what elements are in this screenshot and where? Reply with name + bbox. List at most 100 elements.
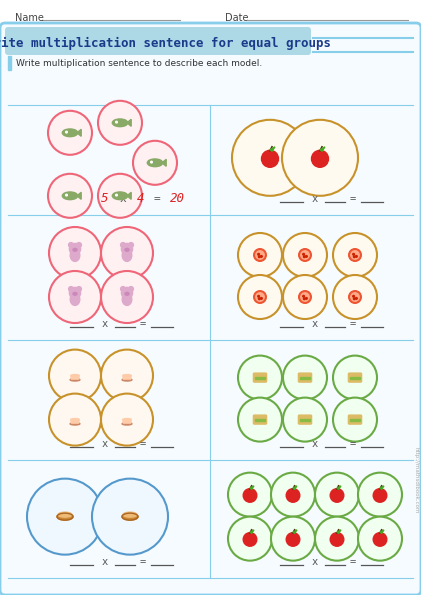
FancyBboxPatch shape bbox=[0, 23, 421, 595]
Circle shape bbox=[228, 472, 272, 516]
Circle shape bbox=[120, 287, 125, 292]
FancyBboxPatch shape bbox=[298, 373, 312, 382]
Bar bbox=[350, 377, 360, 378]
Circle shape bbox=[306, 256, 307, 257]
Circle shape bbox=[258, 298, 260, 300]
Circle shape bbox=[301, 293, 309, 301]
Ellipse shape bbox=[62, 129, 78, 137]
Circle shape bbox=[306, 298, 307, 299]
Circle shape bbox=[303, 296, 304, 297]
Text: 20: 20 bbox=[170, 193, 184, 205]
Circle shape bbox=[351, 293, 359, 301]
Circle shape bbox=[48, 111, 92, 155]
Text: =: = bbox=[350, 439, 356, 449]
Circle shape bbox=[256, 251, 264, 259]
Circle shape bbox=[256, 293, 264, 301]
Bar bbox=[300, 377, 310, 378]
Polygon shape bbox=[320, 147, 325, 151]
Text: 5: 5 bbox=[101, 193, 109, 205]
Circle shape bbox=[49, 227, 101, 279]
Circle shape bbox=[261, 151, 279, 167]
FancyBboxPatch shape bbox=[349, 373, 362, 382]
Text: Date: Date bbox=[225, 13, 248, 23]
Circle shape bbox=[358, 472, 402, 516]
Ellipse shape bbox=[122, 422, 132, 425]
Circle shape bbox=[330, 533, 344, 546]
Polygon shape bbox=[380, 530, 384, 534]
Circle shape bbox=[101, 227, 153, 279]
Circle shape bbox=[261, 256, 262, 257]
Circle shape bbox=[286, 488, 300, 502]
Ellipse shape bbox=[112, 119, 128, 127]
Polygon shape bbox=[250, 530, 254, 534]
Circle shape bbox=[304, 256, 305, 258]
Bar bbox=[8, 56, 11, 70]
Ellipse shape bbox=[122, 378, 132, 381]
Bar bbox=[255, 377, 265, 378]
Circle shape bbox=[330, 488, 344, 502]
Ellipse shape bbox=[112, 192, 128, 200]
Text: x: x bbox=[102, 319, 108, 329]
Circle shape bbox=[282, 120, 358, 196]
Circle shape bbox=[101, 394, 153, 446]
Circle shape bbox=[271, 472, 315, 516]
Text: x: x bbox=[312, 557, 318, 567]
Ellipse shape bbox=[125, 292, 129, 295]
Circle shape bbox=[69, 243, 80, 255]
Circle shape bbox=[258, 256, 260, 258]
Circle shape bbox=[66, 194, 67, 196]
Text: =: = bbox=[350, 319, 356, 329]
Circle shape bbox=[128, 287, 133, 292]
FancyBboxPatch shape bbox=[5, 27, 311, 55]
Circle shape bbox=[66, 131, 67, 133]
Polygon shape bbox=[77, 129, 81, 136]
Polygon shape bbox=[380, 486, 384, 490]
Circle shape bbox=[258, 296, 259, 297]
Text: x: x bbox=[120, 194, 126, 204]
Text: =: = bbox=[140, 557, 146, 567]
Text: x: x bbox=[312, 194, 318, 204]
Circle shape bbox=[133, 141, 177, 185]
Text: Name: Name bbox=[15, 13, 44, 23]
Ellipse shape bbox=[147, 159, 163, 167]
Circle shape bbox=[238, 397, 282, 441]
Circle shape bbox=[116, 121, 117, 123]
FancyBboxPatch shape bbox=[349, 415, 362, 424]
Circle shape bbox=[254, 249, 266, 261]
Circle shape bbox=[49, 350, 101, 402]
Ellipse shape bbox=[57, 513, 73, 520]
Circle shape bbox=[358, 516, 402, 560]
Circle shape bbox=[69, 243, 73, 248]
Text: =: = bbox=[350, 194, 356, 204]
Text: x: x bbox=[102, 439, 108, 449]
Polygon shape bbox=[123, 375, 131, 379]
Circle shape bbox=[77, 243, 81, 248]
Circle shape bbox=[151, 161, 152, 163]
Circle shape bbox=[351, 251, 359, 259]
Polygon shape bbox=[127, 192, 131, 199]
Ellipse shape bbox=[71, 418, 79, 421]
Circle shape bbox=[356, 298, 357, 299]
Text: x: x bbox=[102, 557, 108, 567]
Circle shape bbox=[116, 194, 117, 196]
Circle shape bbox=[299, 291, 311, 303]
Text: =: = bbox=[140, 439, 146, 449]
Circle shape bbox=[243, 533, 257, 546]
Polygon shape bbox=[337, 530, 341, 534]
Bar bbox=[255, 418, 265, 421]
Circle shape bbox=[48, 174, 92, 218]
Polygon shape bbox=[293, 486, 297, 490]
Circle shape bbox=[77, 287, 81, 292]
Ellipse shape bbox=[123, 418, 131, 421]
Circle shape bbox=[232, 120, 308, 196]
Text: =: = bbox=[154, 194, 160, 204]
FancyBboxPatch shape bbox=[253, 373, 266, 382]
Circle shape bbox=[27, 478, 103, 555]
Circle shape bbox=[121, 243, 133, 255]
Polygon shape bbox=[250, 486, 254, 490]
Polygon shape bbox=[337, 486, 341, 490]
Circle shape bbox=[333, 233, 377, 277]
Bar bbox=[300, 418, 310, 421]
Circle shape bbox=[353, 253, 354, 255]
Bar bbox=[350, 418, 360, 421]
